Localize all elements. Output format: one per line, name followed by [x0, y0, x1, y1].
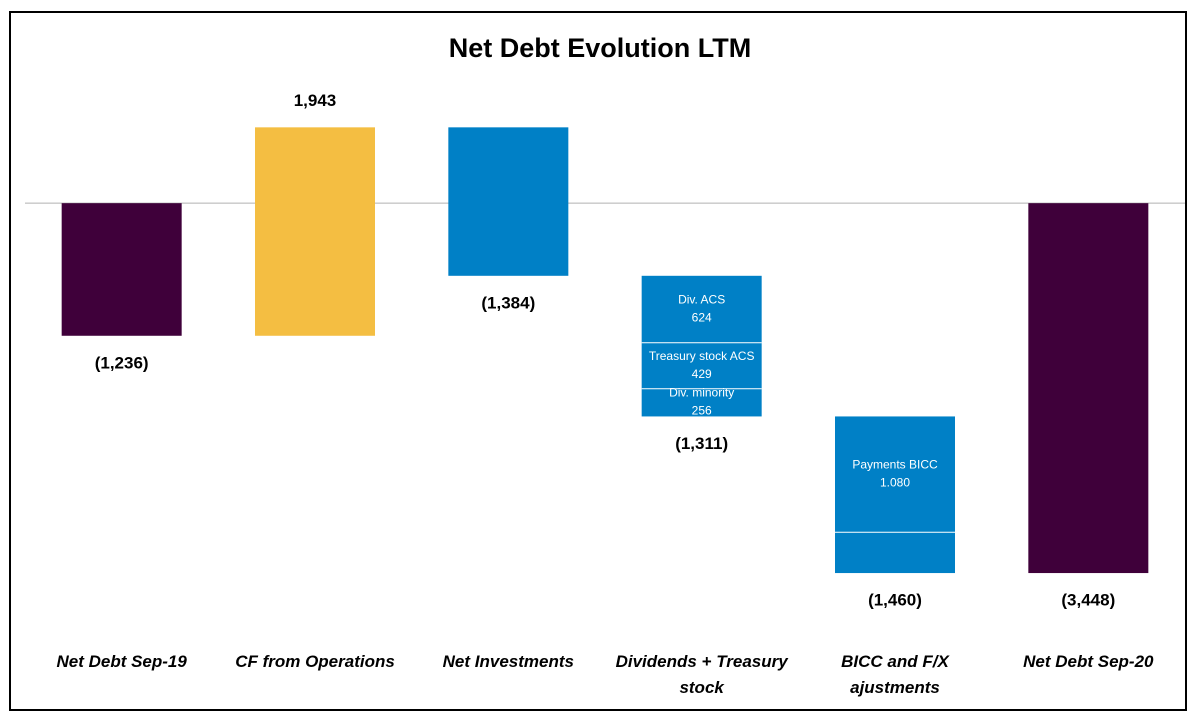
value-label: 1,943	[294, 91, 337, 110]
category-label: Net Debt Sep-20	[1023, 652, 1154, 671]
segment-value: 1.080	[880, 476, 910, 490]
chart-title: Net Debt Evolution LTM	[449, 33, 751, 63]
bar	[641, 275, 762, 417]
segment-name: Treasury stock ACS	[649, 349, 755, 363]
bar	[448, 127, 569, 276]
category-label: BICC and F/X ajustments	[841, 652, 949, 697]
bar	[61, 203, 182, 336]
bar	[835, 416, 955, 574]
segment-value: 429	[692, 367, 712, 381]
category-label: Net Debt Sep-19	[56, 652, 187, 671]
segment-value: 256	[692, 404, 712, 418]
segment-name: Payments BICC	[852, 458, 938, 472]
bar	[1028, 203, 1149, 574]
value-label: (1,236)	[95, 353, 149, 372]
category-label: CF from Operations	[235, 652, 395, 671]
segment-name: Div. ACS	[678, 292, 725, 306]
category-label: Dividends + Treasury stock	[615, 652, 788, 697]
value-label: (1,311)	[675, 434, 728, 453]
value-label: (1,460)	[868, 591, 922, 610]
segment-name: Div. minority	[669, 386, 734, 400]
bar	[255, 127, 375, 336]
segment-value: 624	[692, 310, 712, 324]
value-label: (1,384)	[481, 293, 535, 312]
category-label: Net Investments	[442, 652, 574, 671]
value-label: (3,448)	[1061, 591, 1115, 610]
